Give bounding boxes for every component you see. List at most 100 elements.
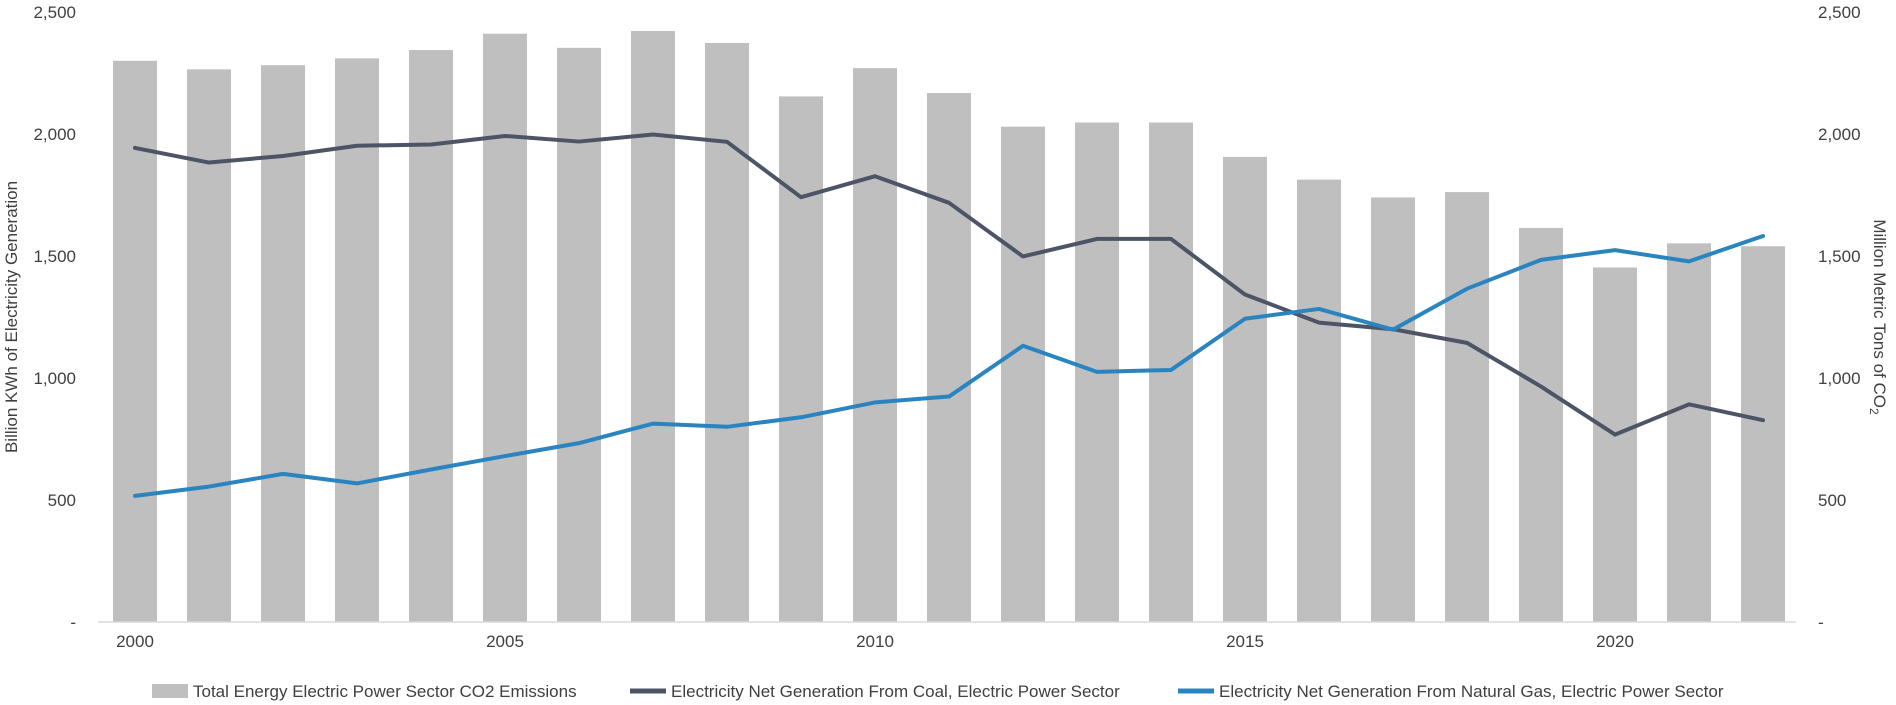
- right-axis-title: Million Metric Tons of CO2: [1867, 219, 1889, 415]
- right-axis-title-main: Million Metric Tons of CO: [1870, 219, 1889, 408]
- point-natural-gas-2006: [577, 441, 581, 445]
- legend-item-natural-gas: Electricity Net Generation From Natural …: [1178, 682, 1724, 701]
- bar-co2-2003: [335, 58, 379, 623]
- left-tick-label-500: 500: [48, 491, 76, 510]
- left-tick-label-2500: 2,500: [33, 3, 76, 22]
- point-natural-gas-2001: [207, 485, 211, 489]
- point-natural-gas-2021: [1687, 259, 1691, 263]
- x-tick-label-2005: 2005: [486, 632, 524, 651]
- bar-co2-2005: [483, 33, 527, 622]
- point-natural-gas-2009: [799, 415, 803, 419]
- point-natural-gas-2000: [133, 494, 137, 498]
- point-coal-2018: [1465, 341, 1469, 345]
- bar-co2-2007: [631, 31, 675, 623]
- point-coal-2020: [1613, 433, 1617, 437]
- bar-co2-2011: [927, 93, 971, 623]
- point-coal-2009: [799, 195, 803, 199]
- left-tick-label-1000: 1,000: [33, 369, 76, 388]
- point-coal-2005: [503, 134, 507, 138]
- right-tick-label-1500: 1,500: [1818, 247, 1861, 266]
- x-tick-label-2000: 2000: [116, 632, 154, 651]
- right-tick-label-1000: 1,000: [1818, 369, 1861, 388]
- bar-co2-2000: [113, 60, 157, 623]
- legend-item-coal: Electricity Net Generation From Coal, El…: [630, 682, 1120, 701]
- bar-co2-2004: [409, 50, 453, 622]
- point-natural-gas-2017: [1391, 328, 1395, 332]
- bar-co2-2009: [779, 96, 823, 622]
- point-coal-2014: [1169, 237, 1173, 241]
- point-coal-2001: [207, 161, 211, 165]
- bar-co2-2001: [187, 69, 231, 623]
- point-coal-2013: [1095, 237, 1099, 241]
- point-natural-gas-2015: [1243, 317, 1247, 321]
- point-coal-2016: [1317, 321, 1321, 325]
- legend-label-co2-emissions: Total Energy Electric Power Sector CO2 E…: [193, 682, 577, 701]
- point-natural-gas-2014: [1169, 368, 1173, 372]
- x-tick-label-2020: 2020: [1596, 632, 1634, 651]
- right-tick-label-0: -: [1818, 613, 1824, 632]
- point-coal-2008: [725, 140, 729, 144]
- point-natural-gas-2004: [429, 468, 433, 471]
- bar-co2-2020: [1593, 267, 1637, 622]
- right-axis-title-subscript: 2: [1867, 408, 1881, 415]
- point-coal-2003: [355, 144, 359, 148]
- point-coal-2010: [873, 174, 877, 178]
- bar-co2-2006: [557, 47, 601, 623]
- point-coal-2006: [577, 140, 581, 144]
- point-natural-gas-2005: [503, 454, 507, 458]
- point-natural-gas-2002: [281, 472, 285, 476]
- point-natural-gas-2013: [1095, 370, 1099, 374]
- point-coal-2019: [1539, 385, 1543, 389]
- point-coal-2011: [947, 201, 951, 205]
- right-axis-tick-labels: - 500 1,000 1,500 2,000 2,500: [1818, 3, 1861, 632]
- bar-co2-2016: [1297, 179, 1341, 623]
- bar-co2-2010: [853, 68, 897, 623]
- right-tick-label-2000: 2,000: [1818, 125, 1861, 144]
- bar-co2-2019: [1519, 227, 1563, 622]
- legend: Total Energy Electric Power Sector CO2 E…: [152, 682, 1724, 701]
- point-natural-gas-2008: [725, 425, 729, 429]
- left-axis-title: Billion KWh of Electricity Generation: [2, 181, 21, 453]
- point-coal-2012: [1021, 254, 1025, 258]
- point-natural-gas-2016: [1317, 307, 1321, 311]
- point-natural-gas-2010: [873, 400, 877, 404]
- point-coal-2004: [429, 142, 433, 146]
- point-coal-2007: [651, 132, 655, 136]
- point-coal-2000: [133, 146, 137, 150]
- x-tick-label-2015: 2015: [1226, 632, 1264, 651]
- bar-co2-2008: [705, 42, 749, 623]
- point-coal-2002: [281, 154, 285, 158]
- bar-co2-2017: [1371, 197, 1415, 622]
- bar-co2-2012: [1001, 126, 1045, 623]
- left-tick-label-2000: 2,000: [33, 125, 76, 144]
- point-natural-gas-2022: [1761, 234, 1765, 238]
- point-natural-gas-2011: [947, 395, 951, 399]
- left-tick-label-0: -: [70, 613, 76, 632]
- x-axis-tick-labels: 2000 2005 2010 2015 2020: [116, 632, 1634, 651]
- bar-co2-2015: [1223, 156, 1267, 622]
- legend-swatch-bar: [152, 684, 188, 698]
- point-natural-gas-2007: [651, 422, 655, 426]
- bar-co2-2022: [1741, 246, 1785, 623]
- left-tick-label-1500: 1,500: [33, 247, 76, 266]
- line-series-group: [133, 132, 1765, 498]
- point-natural-gas-2018: [1465, 287, 1469, 291]
- legend-label-coal: Electricity Net Generation From Coal, El…: [671, 682, 1120, 701]
- x-tick-label-2010: 2010: [856, 632, 894, 651]
- point-coal-2022: [1761, 418, 1765, 422]
- bar-co2-2018: [1445, 192, 1489, 622]
- bar-co2-2021: [1667, 243, 1711, 622]
- right-tick-label-500: 500: [1818, 491, 1846, 510]
- point-coal-2015: [1243, 293, 1247, 297]
- point-natural-gas-2003: [355, 481, 359, 485]
- point-coal-2021: [1687, 402, 1691, 406]
- left-axis-tick-labels: - 500 1,000 1,500 2,000 2,500: [33, 3, 76, 632]
- legend-item-co2-emissions: Total Energy Electric Power Sector CO2 E…: [152, 682, 577, 701]
- point-natural-gas-2020: [1613, 248, 1617, 252]
- bar-series-co2-emissions: [113, 31, 1785, 623]
- right-tick-label-2500: 2,500: [1818, 3, 1861, 22]
- point-natural-gas-2019: [1539, 258, 1543, 262]
- point-natural-gas-2012: [1021, 344, 1025, 348]
- legend-label-natural-gas: Electricity Net Generation From Natural …: [1219, 682, 1724, 701]
